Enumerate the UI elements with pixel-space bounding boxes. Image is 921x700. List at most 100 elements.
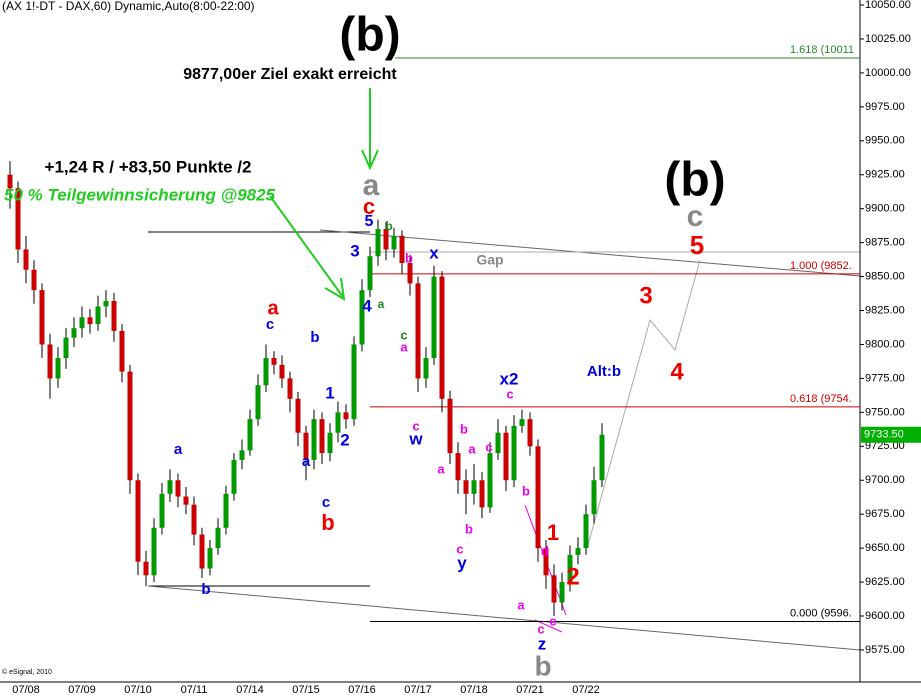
candle-body (151, 527, 157, 576)
annotation: 1 (325, 383, 334, 402)
x-tick-label: 07/11 (181, 684, 208, 696)
annotation: 3 (350, 241, 359, 260)
candle-body (175, 480, 181, 497)
annotation: (b) (664, 154, 725, 207)
candle-body (407, 262, 413, 284)
x-tick-label: 07/22 (572, 684, 600, 696)
arrow (269, 88, 379, 301)
candle-body (239, 450, 245, 460)
annotation: 2 (340, 430, 349, 449)
candle-body (127, 371, 133, 481)
wedge-line (534, 619, 563, 633)
candle-body (15, 188, 21, 250)
candle-body (119, 330, 125, 372)
annotation: c (456, 541, 463, 556)
y-tick-label: 9825.00 (865, 304, 905, 316)
annotation: a (267, 297, 279, 319)
chart-title: (AX 1!-DT - DAX,60) Dynamic,Auto(8:00-22… (2, 0, 255, 13)
y-tick-label: 9675.00 (865, 508, 905, 520)
candle-body (343, 412, 349, 420)
annotation: a (517, 597, 525, 612)
annotation: a (468, 441, 476, 456)
candle-body (311, 419, 317, 460)
fib-label: 1.618 (10011 (790, 44, 854, 56)
candle-body (143, 561, 149, 576)
candle-body (591, 480, 597, 515)
candle-body (463, 480, 469, 494)
candle-body (351, 344, 357, 420)
candle-body (519, 419, 525, 426)
candle-body (271, 358, 277, 365)
candle-body (231, 459, 237, 494)
annotation: c (400, 327, 407, 342)
candle-body (39, 290, 45, 345)
y-tick-label: 9750.00 (865, 406, 905, 418)
annotation: 4 (362, 296, 372, 315)
annotation: 5 (690, 230, 704, 260)
candle-body (479, 480, 485, 508)
candle-body (447, 398, 453, 454)
annotation: a (302, 453, 311, 470)
annotation: x2 (500, 369, 519, 388)
annotation: c (412, 418, 419, 433)
annotation: 4 (670, 358, 684, 385)
annotation: c (537, 621, 544, 636)
candle-body (535, 446, 541, 549)
candle-body (111, 301, 117, 331)
annotation: d (541, 543, 549, 558)
candle-body (415, 283, 421, 379)
annotation: c (687, 200, 704, 233)
candle-body (167, 480, 173, 494)
annotation: e (549, 613, 556, 628)
annotation: z (538, 634, 547, 653)
candle-body (79, 317, 85, 329)
y-tick-label: 9700.00 (865, 474, 905, 486)
candle-body (55, 358, 61, 379)
annotation: a (363, 169, 380, 202)
candle-body (63, 337, 69, 359)
y-tick-label: 10000.00 (865, 67, 911, 79)
candle-body (471, 480, 477, 494)
y-tick-label: 9800.00 (865, 338, 905, 350)
copyright: © eSignal, 2010 (2, 668, 52, 676)
candle-body (575, 548, 581, 555)
annotation: x (429, 243, 439, 262)
candle-body (199, 534, 205, 569)
annotation: b (405, 250, 413, 265)
y-tick-label: 9975.00 (865, 101, 905, 113)
y-tick-label: 9625.00 (865, 576, 905, 588)
annotation: a (378, 297, 385, 311)
candle-body (503, 432, 509, 481)
candle-body (303, 432, 309, 460)
trend-line (147, 585, 861, 651)
candle-body (103, 301, 109, 307)
candle-body (583, 514, 589, 549)
x-tick-label: 07/08 (12, 684, 40, 696)
trend-line (319, 229, 861, 277)
annotation: (b) (339, 9, 400, 62)
candle-body (383, 229, 389, 250)
candle-body (551, 575, 557, 603)
candle-body (191, 504, 197, 535)
annotation: a (437, 461, 445, 476)
y-tick-label: 9650.00 (865, 542, 905, 554)
candle-body (455, 453, 461, 481)
annotation: a (174, 441, 183, 458)
last-price-label: 9733.50 (864, 429, 904, 441)
candle-body (439, 276, 445, 399)
candle-body (247, 419, 253, 451)
y-tick-label: 9925.00 (865, 169, 905, 181)
candle-body (559, 582, 565, 603)
candle-body (287, 378, 293, 399)
fib-label: 0.000 (9596. (790, 607, 852, 619)
annotation: c (363, 194, 375, 219)
candle-body (23, 249, 29, 270)
x-tick-label: 07/10 (124, 684, 152, 696)
annotation: b (534, 650, 551, 681)
y-tick-label: 9775.00 (865, 372, 905, 384)
candle-body (255, 385, 261, 420)
annotation: c (506, 386, 513, 401)
candle-body (87, 317, 93, 325)
